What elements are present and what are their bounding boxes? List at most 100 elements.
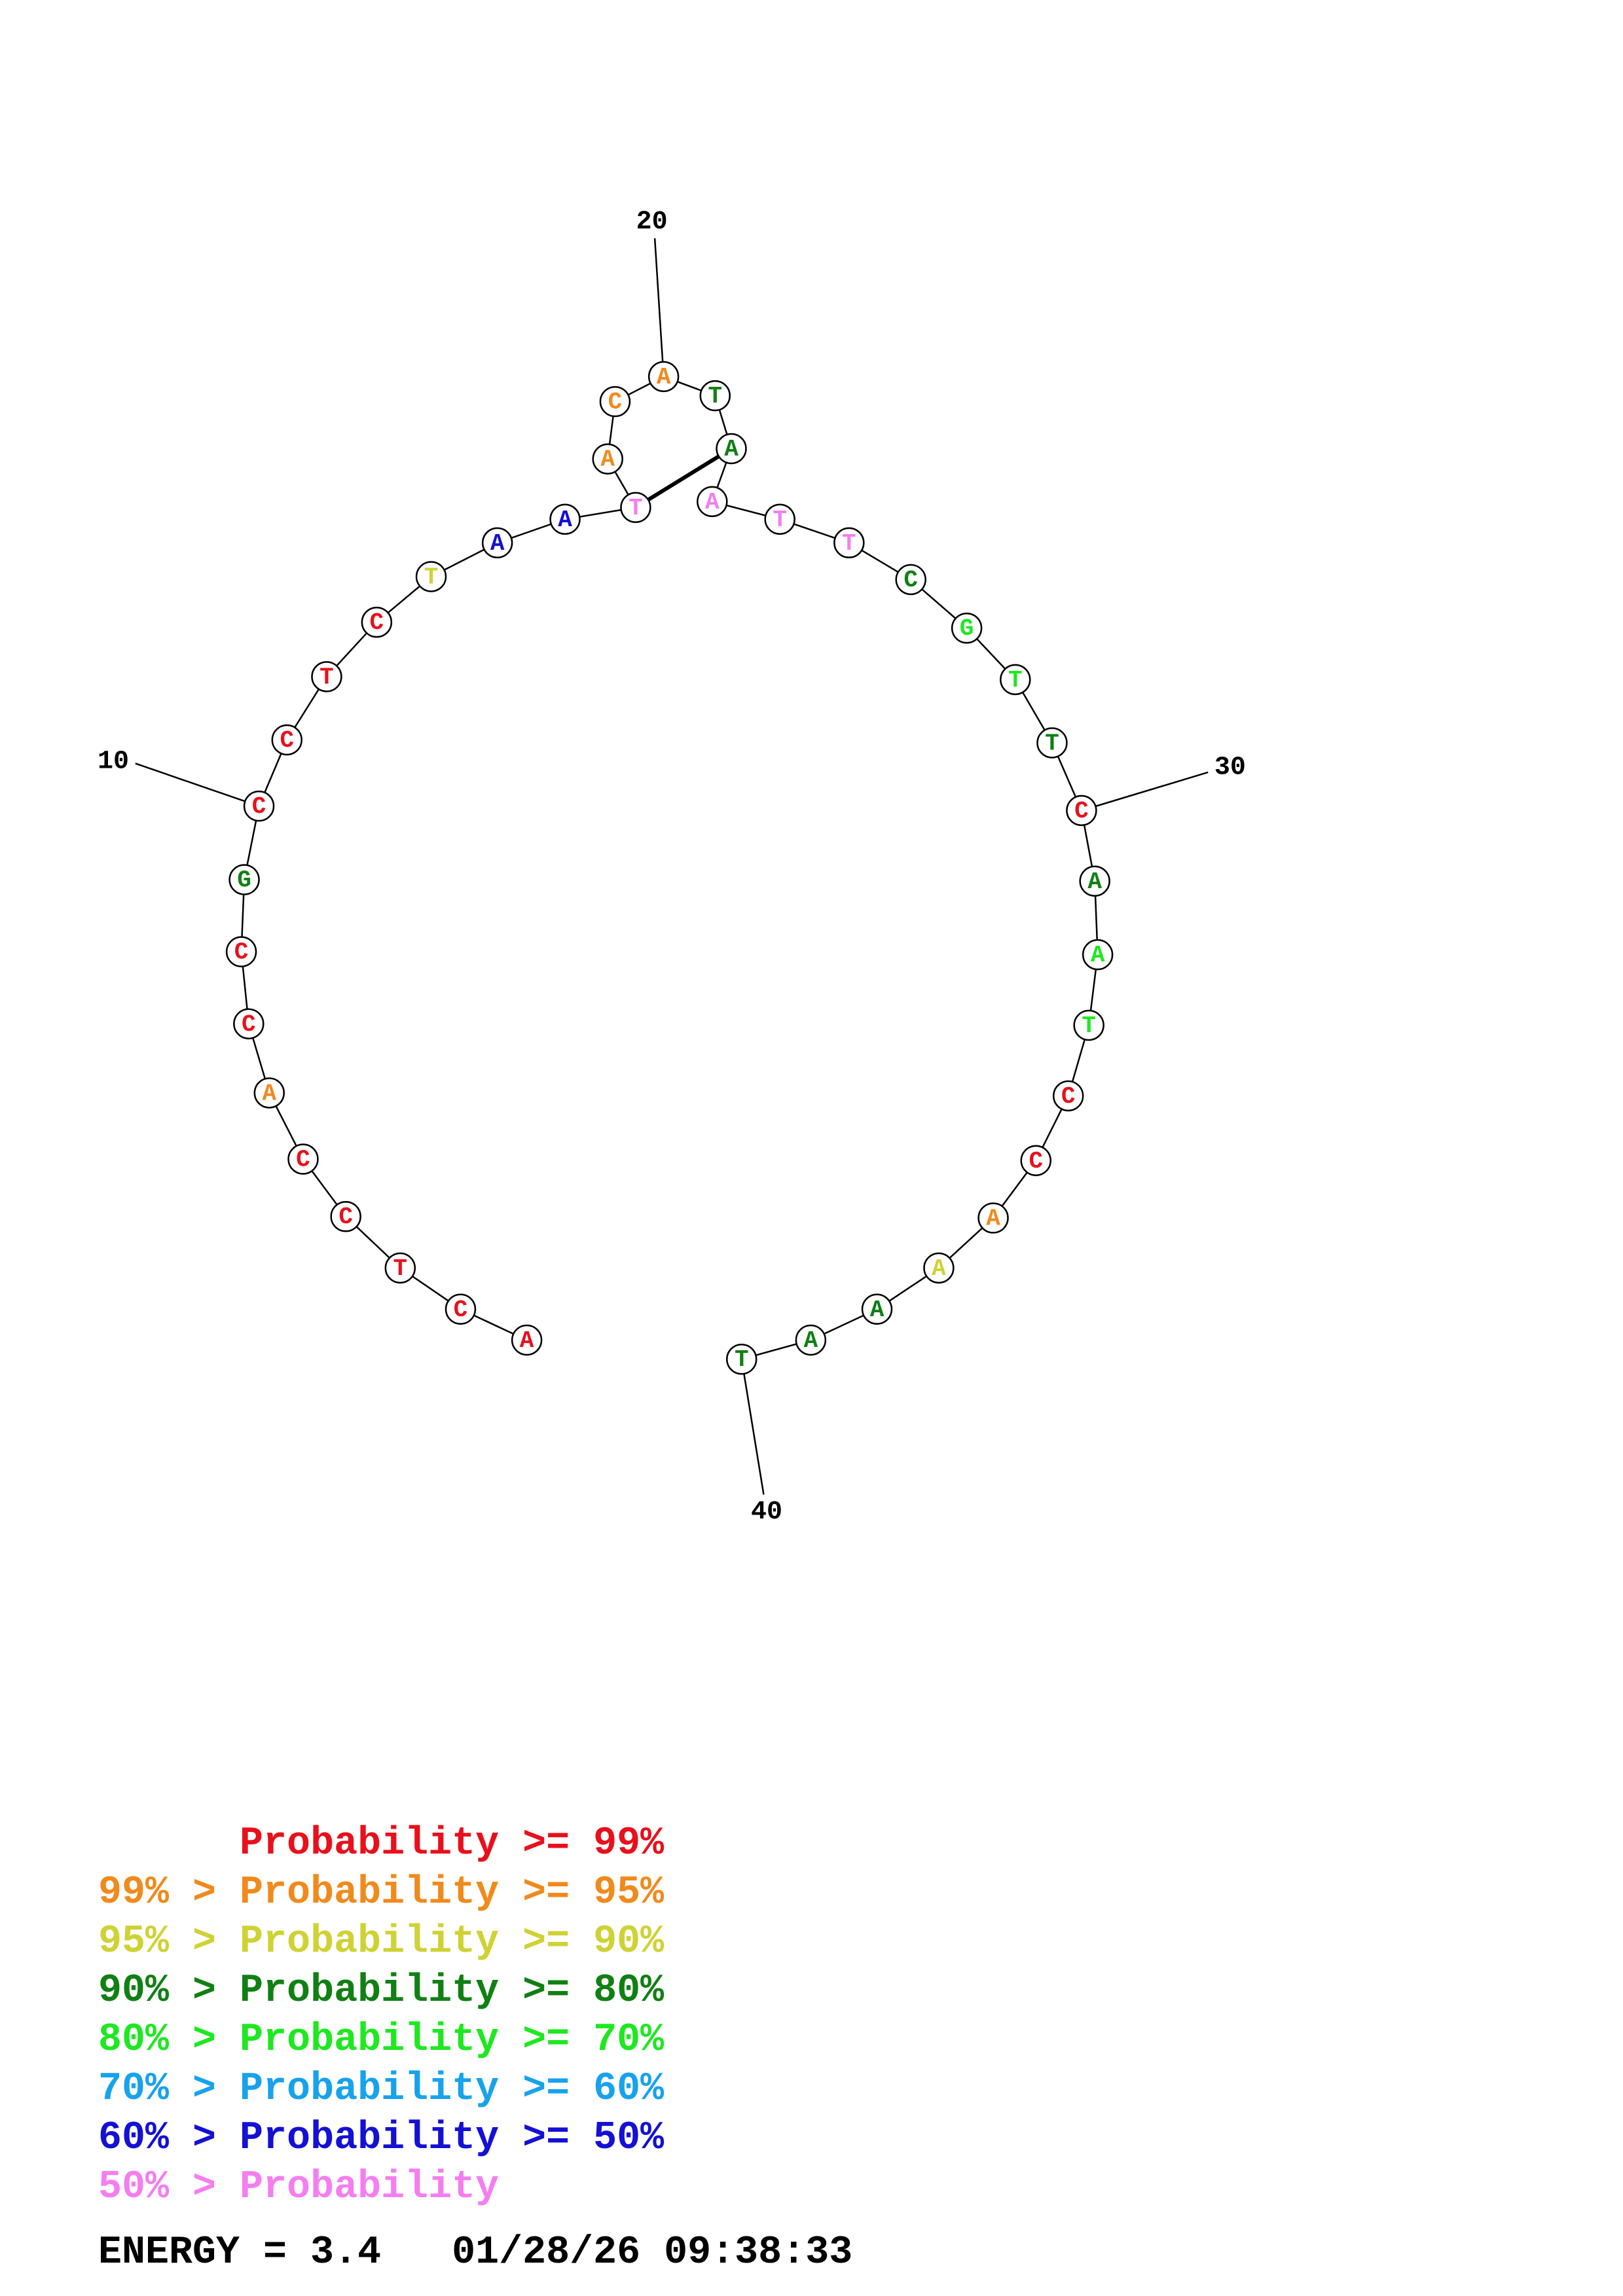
nucleotide: C <box>1020 1145 1051 1177</box>
nucleotide-circle <box>951 612 983 644</box>
legend-prefix: 60% > <box>98 2116 240 2161</box>
nucleotide-letter: C <box>252 793 266 820</box>
nucleotide-circle <box>287 1143 319 1175</box>
nucleotide-circle <box>1073 1009 1104 1041</box>
legend-text: Probability >= 90% <box>240 1920 665 1964</box>
nucleotide-circle <box>764 503 795 535</box>
legend-prefix: 90% > <box>98 1969 240 2013</box>
legend-prefix: 50% > <box>98 2165 240 2210</box>
nucleotide-letter: A <box>657 364 671 391</box>
legend-prefix: 70% > <box>98 2067 240 2111</box>
legend-prefix: 95% > <box>98 1920 240 1964</box>
nucleotide-circle <box>1000 664 1031 696</box>
nucleotide: A <box>716 433 747 465</box>
nucleotide-circle <box>233 1008 264 1039</box>
nucleotide: A <box>1082 939 1114 971</box>
nucleotide-letter: T <box>773 507 787 533</box>
nucleotide-letter: C <box>234 939 249 966</box>
nucleotide: C <box>1066 795 1097 827</box>
nucleotide-letter: T <box>319 664 334 691</box>
nucleotide-letter: C <box>1061 1083 1076 1110</box>
nucleotide-letter: G <box>960 615 974 642</box>
nucleotide: T <box>415 561 447 592</box>
nucleotide: C <box>599 386 631 418</box>
position-tick-lines <box>135 238 1209 1495</box>
nucleotide-circle <box>699 380 731 412</box>
nucleotide: A <box>923 1252 955 1284</box>
nucleotide-letter: C <box>296 1147 310 1174</box>
nucleotide: A <box>1079 865 1110 897</box>
nucleotide-letter: C <box>903 567 918 594</box>
nucleotide: A <box>861 1293 893 1325</box>
legend-row: 90% > Probability >= 80% <box>98 1967 664 2016</box>
nucleotide-circle <box>895 564 926 596</box>
legend-text: Probability >= 80% <box>240 1969 665 2013</box>
nucleotide-circle <box>253 1077 285 1109</box>
legend-text: Probability >= 99% <box>240 1821 665 1866</box>
nucleotide-circle <box>384 1252 416 1284</box>
energy-footer: ENERGY = 3.4 01/28/26 09:38:33 <box>98 2229 852 2278</box>
nucleotide-letter: A <box>520 1327 534 1354</box>
nucleotide: T <box>699 380 731 412</box>
nucleotide-circle <box>1036 727 1068 759</box>
nucleotide-letter: T <box>629 495 643 522</box>
nucleotide-letter: T <box>708 383 722 410</box>
nucleotide: T <box>1036 727 1068 759</box>
nucleotide: G <box>228 864 260 895</box>
nucleotide: C <box>225 936 257 967</box>
nucleotide-circle <box>599 386 631 418</box>
nucleotide: T <box>311 661 342 692</box>
nucleotide-circle <box>311 661 342 692</box>
position-tick-line <box>740 1359 765 1495</box>
nucleotide-letter: A <box>1091 942 1105 969</box>
nucleotide-circle <box>647 361 680 393</box>
nucleotide-circle <box>833 527 865 559</box>
nucleotide-letter: T <box>1008 667 1023 694</box>
legend-row: 70% > Probability >= 60% <box>98 2065 664 2114</box>
nucleotide-circle <box>1020 1145 1051 1177</box>
legend-text: Probability >= 60% <box>240 2067 665 2111</box>
energy-value: ENERGY = 3.4 <box>98 2231 382 2275</box>
nucleotide-circle <box>592 443 623 475</box>
legend-text: Probability >= 70% <box>240 2018 665 2062</box>
nucleotide: T <box>384 1252 416 1284</box>
nucleotide: A <box>481 527 513 559</box>
legend-row: 50% > Probability <box>98 2163 664 2212</box>
nucleotide-circle <box>620 492 651 524</box>
nucleotide: T <box>1073 1009 1104 1041</box>
legend-row: 95% > Probability >= 90% <box>98 1918 664 1967</box>
nucleotide-circle <box>243 790 275 822</box>
legend-text: Probability <box>240 2165 500 2210</box>
nucleotide-letter: G <box>237 867 251 894</box>
nucleotide-circle <box>511 1324 543 1356</box>
legend-row: Probability >= 99% <box>98 1820 664 1869</box>
nucleotide-letter: A <box>262 1080 276 1107</box>
position-label: 10 <box>98 747 129 777</box>
nucleotide-circle <box>726 1343 757 1375</box>
nucleotide-circle <box>861 1293 893 1325</box>
nucleotide-circle <box>445 1293 477 1325</box>
nucleotide-letter: C <box>454 1297 468 1323</box>
nucleotide-circle <box>1082 939 1114 971</box>
legend-row: 80% > Probability >= 70% <box>98 2016 664 2065</box>
nucleotide: C <box>287 1143 319 1175</box>
nucleotide: A <box>549 503 581 535</box>
nucleotide: A <box>253 1077 285 1109</box>
nucleotide-letter: C <box>370 609 384 636</box>
nucleotide-circle <box>1079 865 1110 897</box>
nucleotide-circle <box>228 864 260 895</box>
nucleotide-letter: C <box>608 389 623 416</box>
nucleotide: C <box>330 1200 361 1232</box>
nucleotide-letter: A <box>600 446 615 473</box>
nucleotide: A <box>592 443 623 475</box>
backbone-lines <box>240 376 1099 1360</box>
nucleotide-letter: A <box>490 530 505 557</box>
nucleotide-circle <box>697 486 728 518</box>
base-pair-bond <box>634 446 733 509</box>
position-label: 30 <box>1214 753 1246 783</box>
nucleotide-letter: T <box>393 1255 408 1282</box>
nucleotide: C <box>271 724 302 756</box>
nucleotide-letter: A <box>705 489 720 516</box>
nucleotide: T <box>726 1343 757 1375</box>
